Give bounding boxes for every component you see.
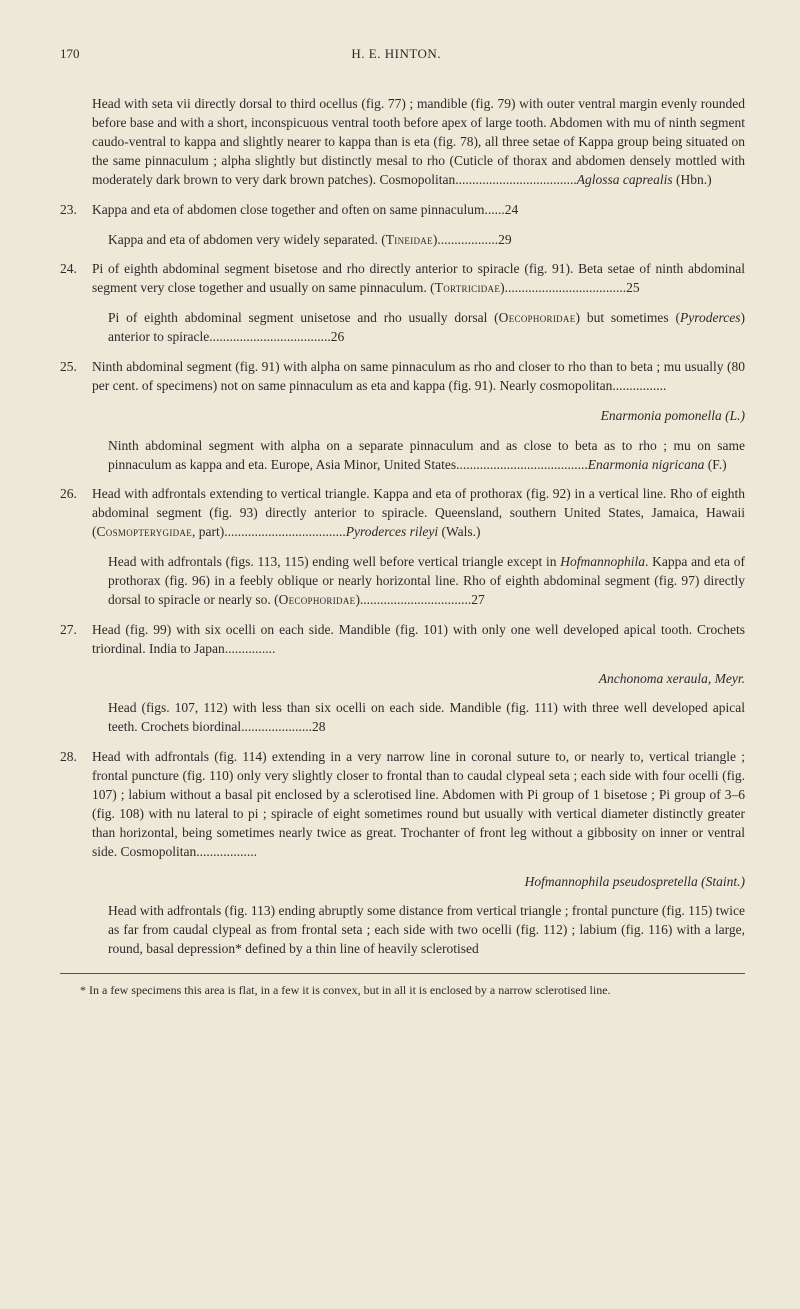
key-entry: 26.Head with adfrontals extending to ver… bbox=[60, 485, 745, 542]
key-entry: Head (figs. 107, 112) with less than six… bbox=[60, 699, 745, 737]
key-entry: Enarmonia pomonella (L.) bbox=[60, 407, 745, 426]
key-entry: 25.Ninth abdominal segment (fig. 91) wit… bbox=[60, 358, 745, 396]
key-entry: Head with seta vii directly dorsal to th… bbox=[60, 95, 745, 189]
entry-text: Head with adfrontals (figs. 113, 115) en… bbox=[108, 553, 745, 610]
page-number: 170 bbox=[60, 45, 80, 63]
key-entry: 24.Pi of eighth abdominal segment biseto… bbox=[60, 260, 745, 298]
entry-text: Head with adfrontals (fig. 113) ending a… bbox=[108, 902, 745, 959]
footnote-text: * In a few specimens this area is flat, … bbox=[60, 982, 745, 999]
entry-number bbox=[60, 873, 92, 892]
entry-text: Head (figs. 107, 112) with less than six… bbox=[108, 699, 745, 737]
page-header: 170 H. E. HINTON. bbox=[60, 45, 745, 63]
key-entry: Head with adfrontals (fig. 113) ending a… bbox=[60, 902, 745, 959]
entry-number bbox=[60, 95, 92, 189]
entry-text: Kappa and eta of abdomen close together … bbox=[92, 201, 745, 220]
entry-text: Anchonoma xeraula, Meyr. bbox=[92, 670, 745, 689]
entry-text: Head (fig. 99) with six ocelli on each s… bbox=[92, 621, 745, 659]
key-entry: Ninth abdominal segment with alpha on a … bbox=[60, 437, 745, 475]
key-entry: Kappa and eta of abdomen very widely sep… bbox=[60, 231, 745, 250]
entry-number: 27. bbox=[60, 621, 92, 659]
entry-text: Head with adfrontals (fig. 114) extendin… bbox=[92, 748, 745, 861]
entry-number bbox=[60, 699, 92, 737]
key-entry: Hofmannophila pseudospretella (Staint.) bbox=[60, 873, 745, 892]
entry-text: Head with seta vii directly dorsal to th… bbox=[92, 95, 745, 189]
entry-number: 25. bbox=[60, 358, 92, 396]
entry-text: Ninth abdominal segment with alpha on a … bbox=[108, 437, 745, 475]
footnote-separator bbox=[60, 973, 745, 974]
entry-number bbox=[60, 309, 92, 347]
entry-number bbox=[60, 437, 92, 475]
entry-text: Pi of eighth abdominal segment unisetose… bbox=[108, 309, 745, 347]
entry-text: Pi of eighth abdominal segment bisetose … bbox=[92, 260, 745, 298]
key-entry: 27.Head (fig. 99) with six ocelli on eac… bbox=[60, 621, 745, 659]
key-entry: Pi of eighth abdominal segment unisetose… bbox=[60, 309, 745, 347]
author-name: H. E. HINTON. bbox=[80, 45, 714, 63]
entry-number: 28. bbox=[60, 748, 92, 861]
entry-number bbox=[60, 902, 92, 959]
entry-text: Enarmonia pomonella (L.) bbox=[92, 407, 745, 426]
entry-number: 23. bbox=[60, 201, 92, 220]
entry-number bbox=[60, 231, 92, 250]
key-entry: 28.Head with adfrontals (fig. 114) exten… bbox=[60, 748, 745, 861]
entry-number: 24. bbox=[60, 260, 92, 298]
key-entry: 23.Kappa and eta of abdomen close togeth… bbox=[60, 201, 745, 220]
entry-text: Hofmannophila pseudospretella (Staint.) bbox=[92, 873, 745, 892]
key-entry: Anchonoma xeraula, Meyr. bbox=[60, 670, 745, 689]
entry-number bbox=[60, 553, 92, 610]
entry-text: Head with adfrontals extending to vertic… bbox=[92, 485, 745, 542]
entry-number: 26. bbox=[60, 485, 92, 542]
entry-number bbox=[60, 407, 92, 426]
entry-text: Ninth abdominal segment (fig. 91) with a… bbox=[92, 358, 745, 396]
key-entry: Head with adfrontals (figs. 113, 115) en… bbox=[60, 553, 745, 610]
entry-text: Kappa and eta of abdomen very widely sep… bbox=[108, 231, 745, 250]
entries-container: Head with seta vii directly dorsal to th… bbox=[60, 95, 745, 959]
entry-number bbox=[60, 670, 92, 689]
